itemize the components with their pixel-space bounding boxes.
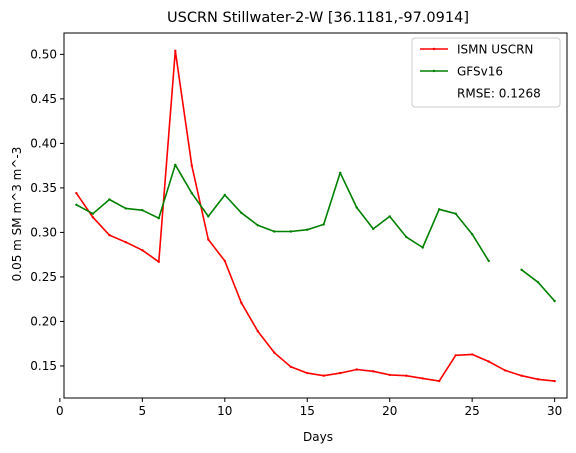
data-point xyxy=(520,374,523,377)
legend: ISMN USCRN GFSv16 RMSE: 0.1268 xyxy=(411,37,561,108)
data-point xyxy=(388,373,391,377)
data-point xyxy=(75,192,78,195)
x-axis-label: Days xyxy=(303,430,333,444)
data-point xyxy=(471,233,474,236)
data-point xyxy=(124,207,128,210)
data-point xyxy=(339,171,342,174)
y-tick-label: 0.40 xyxy=(30,136,57,150)
data-point xyxy=(141,209,144,212)
data-point xyxy=(553,299,556,303)
data-point xyxy=(174,49,177,52)
data-point xyxy=(289,365,292,368)
data-point xyxy=(553,379,556,383)
data-point xyxy=(207,238,210,241)
data-point xyxy=(256,224,259,227)
legend-label-gfs: GFSv16 xyxy=(457,65,503,79)
y-tick-label: 0.20 xyxy=(30,314,57,328)
x-tick-label: 10 xyxy=(217,404,232,418)
data-point xyxy=(273,351,276,354)
data-point xyxy=(108,233,111,237)
data-point xyxy=(223,259,226,263)
series-line xyxy=(75,49,555,382)
x-tick-label: 25 xyxy=(465,404,480,418)
rmse-annotation: RMSE: 0.1268 xyxy=(457,87,541,101)
plot-area-frame xyxy=(63,32,568,399)
data-point xyxy=(306,371,309,375)
data-point xyxy=(240,211,243,214)
data-point xyxy=(306,228,309,231)
data-point xyxy=(157,260,160,263)
y-axis-label: 0.05 m SM m^3 m^-3 xyxy=(10,147,24,282)
legend-box xyxy=(411,37,561,108)
tick-layer: 0 5 10 15 20 25 30 0.15 0.20 0.25 0.30 0.35 0.40 0.45… xyxy=(30,47,562,418)
data-point xyxy=(240,301,243,304)
data-point xyxy=(355,368,358,371)
data-point xyxy=(421,377,424,380)
data-point xyxy=(289,230,292,233)
data-point xyxy=(75,203,78,206)
x-tick-label: 30 xyxy=(547,404,562,418)
legend-marker xyxy=(432,47,436,51)
y-tick-label: 0.45 xyxy=(30,92,57,106)
data-point xyxy=(504,369,507,372)
x-tick-label: 15 xyxy=(300,404,315,418)
series-line xyxy=(521,269,556,302)
legend-marker xyxy=(432,69,436,73)
series-layer xyxy=(75,49,556,383)
legend-label-ismn: ISMN USCRN xyxy=(457,43,533,57)
data-point xyxy=(157,217,160,220)
data-point xyxy=(256,330,259,333)
data-point xyxy=(487,360,490,363)
y-tick-label: 0.35 xyxy=(30,181,57,195)
y-tick-label: 0.30 xyxy=(30,225,57,239)
data-point xyxy=(454,354,457,357)
chart-title: USCRN Stillwater-2-W [36.1181,-97.0914] xyxy=(167,10,469,26)
series-line xyxy=(76,164,490,262)
data-point xyxy=(421,246,424,249)
x-tick-label: 20 xyxy=(382,404,397,418)
data-point xyxy=(91,212,95,215)
data-point xyxy=(454,212,457,215)
data-point xyxy=(520,268,523,271)
data-point xyxy=(339,371,342,375)
data-point xyxy=(388,215,391,218)
x-tick-label: 0 xyxy=(56,404,64,418)
data-point xyxy=(536,281,540,284)
data-point xyxy=(190,164,193,167)
data-point xyxy=(190,192,193,195)
data-point xyxy=(273,230,276,233)
data-point xyxy=(438,379,441,383)
data-point xyxy=(372,370,375,373)
data-point xyxy=(322,223,325,226)
data-point xyxy=(471,353,474,356)
data-point xyxy=(487,259,490,263)
series-1 xyxy=(75,163,556,303)
data-point xyxy=(536,378,540,381)
data-point xyxy=(405,374,408,377)
data-point xyxy=(141,249,144,252)
data-point xyxy=(223,193,226,197)
y-tick-label: 0.15 xyxy=(30,359,57,373)
data-point xyxy=(124,241,128,244)
data-point xyxy=(372,227,375,231)
data-point xyxy=(322,374,325,377)
data-point xyxy=(207,215,210,218)
data-point xyxy=(355,206,358,209)
data-point xyxy=(174,163,177,166)
data-point xyxy=(108,198,111,201)
y-tick-label: 0.25 xyxy=(30,270,57,284)
data-point xyxy=(405,235,408,239)
data-point xyxy=(91,216,95,219)
series-0 xyxy=(75,49,556,383)
y-tick-label: 0.50 xyxy=(30,47,57,61)
x-tick-label: 5 xyxy=(139,404,147,418)
data-point xyxy=(438,208,441,211)
